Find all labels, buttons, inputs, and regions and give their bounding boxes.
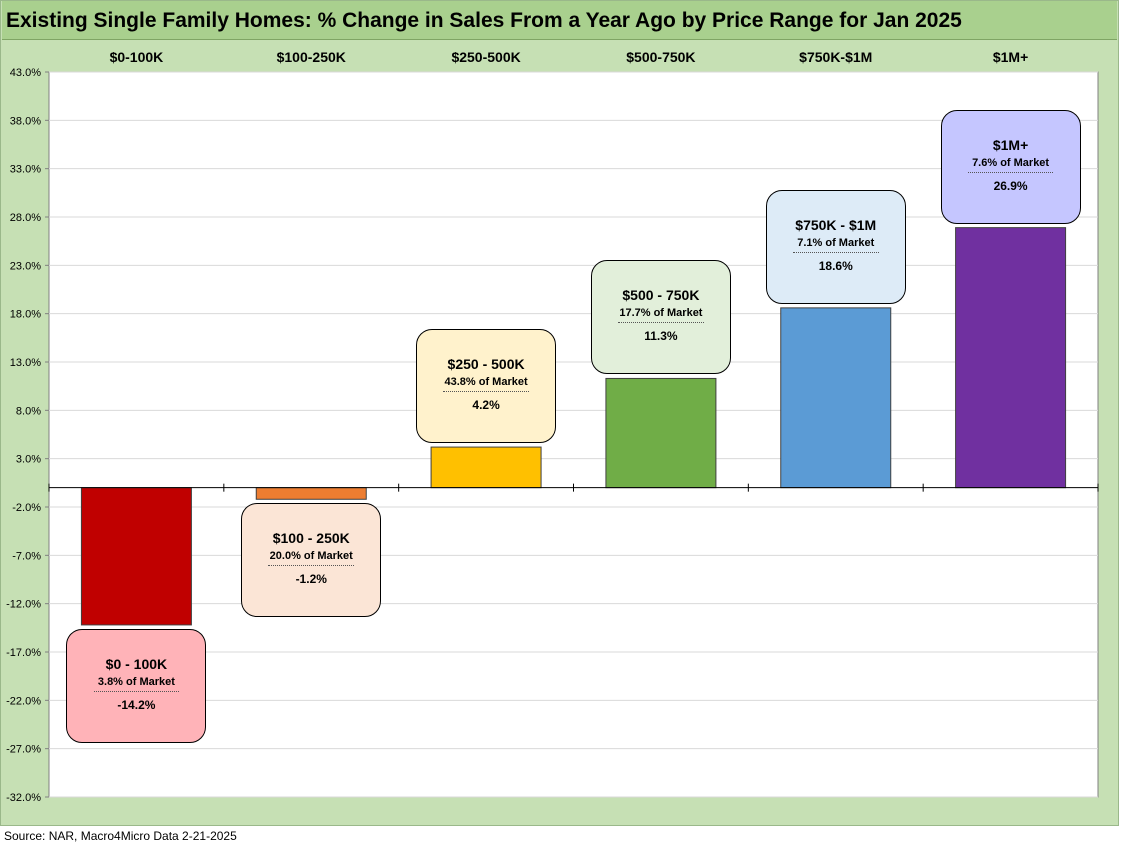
data-label-share: 20.0% of Market	[269, 550, 353, 563]
data-label-separator	[268, 565, 355, 567]
category-label: $500-750K	[626, 49, 695, 65]
data-label-separator	[443, 391, 529, 393]
source-note: Source: NAR, Macro4Micro Data 2-21-2025	[4, 829, 237, 843]
y-tick-label: 13.0%	[10, 357, 41, 369]
data-label-separator	[967, 171, 1054, 173]
data-label-share: 43.8% of Market	[444, 376, 528, 389]
data-label: $0 - 100K 3.8% of Market -14.2%	[66, 628, 207, 743]
data-label-value: 18.6%	[818, 258, 853, 273]
data-label-value: 4.2%	[472, 398, 500, 413]
chart-title: Existing Single Family Homes: % Change i…	[2, 1, 1117, 40]
y-tick-label: -17.0%	[6, 647, 41, 659]
y-tick-label: -27.0%	[6, 744, 41, 756]
data-label-range: $1M+	[992, 136, 1029, 153]
data-label: $1M+ 7.6% of Market 26.9%	[940, 109, 1081, 224]
y-tick-label: 23.0%	[10, 260, 41, 272]
data-label-range: $750K - $1M	[795, 216, 877, 233]
y-tick-label: 43.0%	[10, 67, 41, 79]
category-label: $0-100K	[110, 49, 164, 65]
y-tick-label: -7.0%	[12, 550, 41, 562]
data-label: $100 - 250K 20.0% of Market -1.2%	[241, 503, 382, 618]
data-label-share: 17.7% of Market	[619, 307, 703, 320]
data-label-separator	[93, 690, 180, 692]
y-tick-label: -22.0%	[6, 695, 41, 707]
data-label-separator	[618, 322, 704, 324]
bar	[605, 377, 717, 489]
y-tick-label: 8.0%	[16, 405, 41, 417]
y-tick-label: 28.0%	[10, 212, 41, 224]
data-label: $250 - 500K 43.8% of Market 4.2%	[416, 329, 557, 444]
category-label: $750K-$1M	[799, 49, 872, 65]
y-tick-label: -12.0%	[6, 599, 41, 611]
data-label-value: -14.2%	[117, 697, 156, 712]
plot-area	[48, 71, 1099, 798]
data-label-share: 3.8% of Market	[97, 675, 175, 688]
data-label-range: $100 - 250K	[272, 530, 350, 547]
data-label-value: 11.3%	[644, 329, 678, 344]
category-label: $250-500K	[451, 49, 520, 65]
data-label-separator	[792, 251, 879, 253]
data-label: $750K - $1M 7.1% of Market 18.6%	[765, 189, 906, 304]
data-label-range: $500 - 750K	[622, 287, 700, 304]
bar	[430, 446, 542, 489]
bar	[80, 487, 192, 626]
y-tick-label: -2.0%	[12, 502, 41, 514]
y-tick-label: 3.0%	[16, 454, 41, 466]
data-label: $500 - 750K 17.7% of Market 11.3%	[590, 260, 731, 375]
data-label-share: 7.6% of Market	[972, 156, 1050, 169]
bar	[780, 307, 892, 489]
data-label-range: $250 - 500K	[447, 356, 525, 373]
category-label: $100-250K	[277, 49, 346, 65]
data-label-value: -1.2%	[295, 572, 327, 587]
bar	[255, 487, 367, 500]
y-tick-label: 38.0%	[10, 115, 41, 127]
category-label: $1M+	[993, 49, 1028, 65]
bar	[955, 227, 1067, 489]
data-label-range: $0 - 100K	[105, 655, 168, 672]
y-tick-label: 33.0%	[10, 164, 41, 176]
y-tick-label: -32.0%	[6, 792, 41, 804]
data-label-value: 26.9%	[993, 178, 1028, 193]
y-tick-label: 18.0%	[10, 309, 41, 321]
data-label-share: 7.1% of Market	[797, 236, 875, 249]
